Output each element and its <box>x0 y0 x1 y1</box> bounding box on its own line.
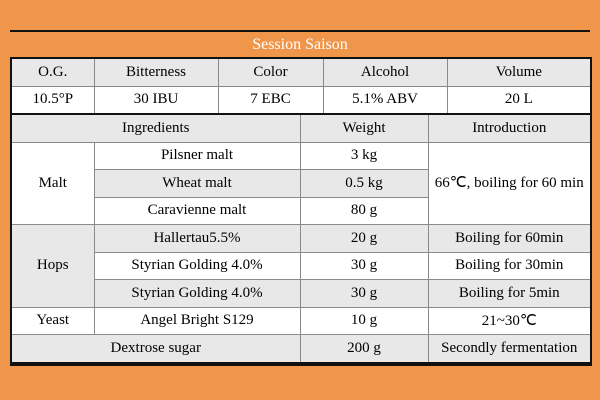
stat-header-cell: Color <box>217 57 324 87</box>
stat-value-cell: 20 L <box>446 85 592 115</box>
table-row: Styrian Golding 4.0% 30 g Boiling for 5min <box>11 279 592 308</box>
introduction-cell: Boiling for 60min <box>427 224 592 253</box>
stat-value-cell: 7 EBC <box>217 85 324 115</box>
table-row: Caravienne malt 80 g <box>11 196 591 225</box>
introduction-cell: 66℃, boiling for 60 min <box>427 141 592 225</box>
table-row: Styrian Golding 4.0% 30 g Boiling for 30mi… <box>11 251 592 280</box>
recipe-table: O.G. Bitterness Color Alcohol Volume 10.5°P 30… <box>10 57 593 366</box>
ingredient-cell: Styrian Golding 4.0% <box>93 279 301 308</box>
introduction-cell: Secondly fermentation <box>427 334 592 364</box>
stat-header-cell: Alcohol <box>322 57 448 87</box>
category-cell: Hops <box>10 224 95 308</box>
table-row: Wheat malt 0.5 kg <box>11 169 591 198</box>
ingredient-cell: Angel Bright S129 <box>93 306 301 335</box>
table-row: Dextrose sugar 200 g Secondly fermentation <box>10 334 592 364</box>
stat-value-cell: 30 IBU <box>93 85 219 115</box>
category-cell: Malt <box>10 141 95 225</box>
introduction-cell: Boiling for 30min <box>427 251 592 280</box>
table-row: Hops Hallertau5.5% 20 g Boiling for 60min <box>10 224 592 308</box>
stat-header-cell: Volume <box>446 57 592 87</box>
column-header-cell: Ingredients <box>10 113 301 143</box>
weight-cell: 20 g <box>299 224 429 253</box>
weight-cell: 3 kg <box>299 141 429 170</box>
weight-cell: 0.5 kg <box>299 169 429 198</box>
weight-cell: 30 g <box>299 279 429 308</box>
recipe-title: Session Saison <box>252 36 348 53</box>
stat-value-cell: 10.5°P <box>10 85 95 115</box>
ingredient-cell: Hallertau5.5% <box>93 224 301 253</box>
column-header-cell: Weight <box>299 113 429 143</box>
recipe-table-body: O.G. Bitterness Color Alcohol Volume 10.5°P 30… <box>10 57 592 364</box>
table-row: 10.5°P 30 IBU 7 EBC 5.1% ABV 20 L <box>10 85 592 115</box>
table-row: O.G. Bitterness Color Alcohol Volume <box>10 57 592 87</box>
weight-cell: 200 g <box>299 334 429 364</box>
top-divider-rule <box>10 30 590 32</box>
weight-cell: 80 g <box>299 196 429 225</box>
ingredient-cell: Styrian Golding 4.0% <box>93 251 301 280</box>
introduction-cell: 21~30℃ <box>427 306 592 335</box>
weight-cell: 10 g <box>299 306 429 335</box>
ingredient-cell: Pilsner malt <box>93 141 301 170</box>
stat-header-cell: O.G. <box>10 57 95 87</box>
ingredient-cell: Wheat malt <box>93 169 301 198</box>
weight-cell: 30 g <box>299 251 429 280</box>
table-row: Malt Pilsner malt 3 kg 66℃, boiling for 60 … <box>10 141 592 225</box>
table-row: Ingredients Weight Introduction <box>10 113 592 143</box>
table-row: Yeast Angel Bright S129 10 g 21~30℃ <box>10 306 592 335</box>
ingredient-cell: Dextrose sugar <box>10 334 301 364</box>
ingredient-cell: Caravienne malt <box>93 196 301 225</box>
introduction-cell: Boiling for 5min <box>427 279 592 308</box>
stat-header-cell: Bitterness <box>93 57 219 87</box>
column-header-cell: Introduction <box>427 113 592 143</box>
category-cell: Yeast <box>10 306 95 335</box>
stat-value-cell: 5.1% ABV <box>322 85 448 115</box>
